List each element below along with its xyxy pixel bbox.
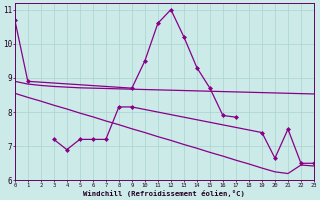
X-axis label: Windchill (Refroidissement éolien,°C): Windchill (Refroidissement éolien,°C) [84, 190, 245, 197]
